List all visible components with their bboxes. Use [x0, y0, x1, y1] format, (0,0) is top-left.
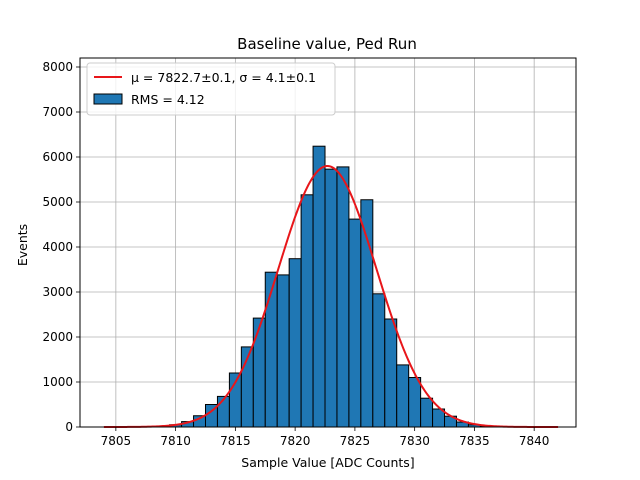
- histogram-bar: [288, 258, 302, 428]
- x-tick-label: 7835: [459, 434, 490, 448]
- histogram-bar: [300, 194, 314, 428]
- y-tick-label: 2000: [42, 330, 73, 344]
- x-tick-label: 7820: [280, 434, 311, 448]
- x-tick-label: 7830: [399, 434, 430, 448]
- y-axis-ticks: 0 1000 2000 3000 4000 5000 6000 7000 8000: [42, 60, 80, 434]
- legend-histogram-swatch: [93, 93, 123, 105]
- histogram-bars: [157, 145, 493, 428]
- x-tick-label: 7840: [519, 434, 550, 448]
- x-tick-label: 7825: [340, 434, 371, 448]
- histogram-bar: [408, 377, 422, 428]
- y-tick-label: 6000: [42, 150, 73, 164]
- x-axis-label: Sample Value [ADC Counts]: [241, 455, 414, 470]
- histogram-bar: [276, 274, 290, 428]
- y-axis-label: Events: [15, 224, 30, 266]
- x-tick-label: 7815: [220, 434, 251, 448]
- y-tick-label: 0: [65, 420, 73, 434]
- y-tick-label: 7000: [42, 105, 73, 119]
- histogram-bar: [396, 364, 410, 428]
- legend-fit-label: μ = 7822.7±0.1, σ = 4.1±0.1: [131, 70, 316, 85]
- histogram-bar: [336, 166, 350, 428]
- legend-histogram-label: RMS = 4.12: [131, 92, 205, 107]
- y-tick-label: 3000: [42, 285, 73, 299]
- x-tick-label: 7810: [160, 434, 191, 448]
- y-tick-label: 4000: [42, 240, 73, 254]
- histogram-bar: [264, 271, 278, 428]
- legend: μ = 7822.7±0.1, σ = 4.1±0.1 RMS = 4.12: [86, 62, 336, 116]
- histogram-bar: [312, 145, 326, 428]
- y-tick-label: 8000: [42, 60, 73, 74]
- x-axis-ticks: 7805 7810 7815 7820 7825 7830 7835 7840: [101, 427, 550, 448]
- y-tick-label: 1000: [42, 375, 73, 389]
- histogram-bar: [360, 199, 374, 428]
- histogram-bar: [324, 168, 338, 428]
- x-tick-label: 7805: [101, 434, 132, 448]
- fit-curve: [103, 165, 559, 428]
- legend-box: [86, 62, 336, 116]
- histogram-bar: [252, 317, 266, 428]
- histogram-bar: [384, 318, 398, 428]
- plot-frame: [79, 57, 577, 428]
- histogram-bar: [348, 218, 362, 428]
- y-tick-label: 5000: [42, 195, 73, 209]
- histogram-bar: [372, 293, 386, 428]
- histogram-bar: [420, 397, 434, 428]
- chart-title: Baseline value, Ped Run: [237, 35, 417, 53]
